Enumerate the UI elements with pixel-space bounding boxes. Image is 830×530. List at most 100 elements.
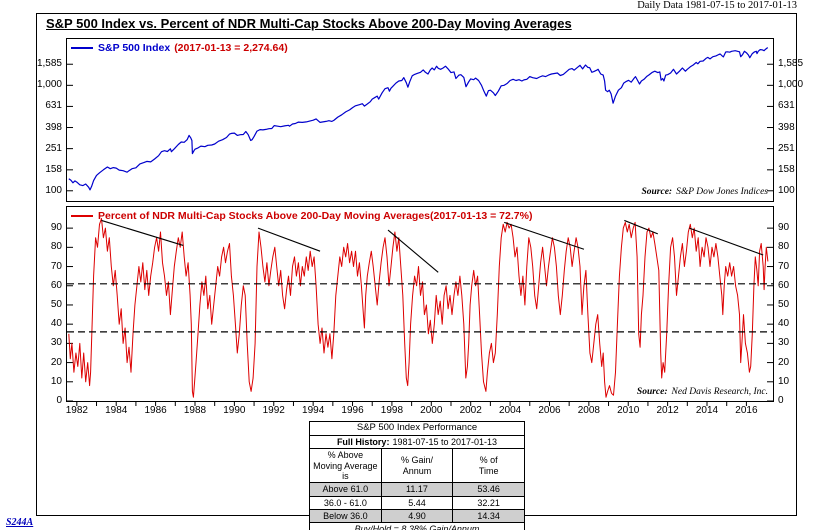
table-history-row: Full History: 1981-07-15 to 2017-01-13: [309, 434, 525, 450]
percent-source-prefix: Source:: [636, 387, 668, 397]
table-full-history-label: Full History:: [336, 436, 390, 447]
percent-legend-value: (2017-01-13 = 72.7%): [430, 210, 533, 222]
axis-tick-label: 1,000: [36, 79, 62, 91]
percent-source: Source: Ned Davis Research, Inc.: [637, 387, 768, 397]
sp500-legend: S&P 500 Index (2017-01-13 = 2,274.64): [71, 42, 288, 54]
x-axis-year-label: 1986: [144, 405, 167, 416]
sp500-y-axis-left: 100 158 251 398 631 1,000 1,585: [0, 39, 62, 201]
daily-data-range-label: Daily Data 1981-07-15 to 2017-01-13: [637, 0, 797, 11]
axis-tick-label: 60: [50, 279, 62, 291]
axis-tick-label: 20: [50, 356, 62, 368]
axis-tick-label: 20: [778, 356, 790, 368]
performance-table: S&P 500 Index Performance Full History: 1…: [309, 421, 525, 530]
axis-tick-label: 0: [778, 395, 784, 406]
axis-tick-label: 631: [45, 100, 62, 112]
row-above-time: 53.46: [452, 482, 525, 497]
axis-tick-label: 50: [778, 298, 790, 310]
sp500-panel: [66, 38, 774, 202]
sp500-source-prefix: Source:: [641, 187, 673, 197]
sp500-plot: [67, 47, 773, 192]
row-middle-label: 36.0 - 61.0: [309, 495, 382, 510]
x-axis-year-label: 2014: [695, 405, 719, 416]
axis-tick-label: 40: [778, 318, 790, 330]
percent-legend-label: Percent of NDR Multi-Cap Stocks Above 20…: [98, 210, 430, 222]
table-footer-row: Buy/Hold = 8.38% Gain/Annum: [309, 522, 525, 530]
percent-above-ma-panel: [66, 206, 774, 402]
axis-tick-label: 0: [56, 395, 62, 406]
table-header-row: % Above Moving Average is % Gain/ Annum …: [309, 448, 525, 484]
x-axis-year-label: 1992: [262, 405, 285, 416]
percent-legend-line-sample: [71, 215, 93, 217]
axis-tick-label: 90: [778, 222, 790, 234]
axis-tick-label: 631: [778, 100, 795, 112]
row-above-label: Above 61.0: [309, 482, 382, 497]
percent-above-ma-plot: [67, 218, 773, 401]
axis-tick-label: 158: [778, 163, 795, 175]
x-axis-year-label: 2008: [577, 405, 600, 416]
axis-tick-label: 100: [45, 184, 62, 196]
axis-tick-label: 70: [50, 260, 62, 272]
axis-tick-label: 251: [45, 142, 62, 154]
row-below-gain: 4.90: [380, 508, 454, 524]
sp500-legend-label: S&P 500 Index: [98, 42, 171, 54]
axis-tick-label: 398: [778, 121, 795, 133]
x-axis-year-label: 1984: [105, 405, 128, 416]
axis-tick-label: 398: [45, 121, 62, 133]
axis-tick-label: 251: [778, 142, 795, 154]
x-axis-year-label: 2012: [656, 405, 679, 416]
axis-tick-label: 1,585: [36, 58, 62, 70]
percent-y-axis-right: 90 80 70 60 50 40 30 20 10 0: [778, 207, 822, 406]
axis-tick-label: 10: [778, 375, 790, 387]
axis-tick-label: 30: [50, 337, 62, 349]
x-axis-year-label: 2016: [735, 405, 758, 416]
x-axis-labels: 1982 1984 1986 1988 1990 1992 1994 1996 1998 2000…: [66, 405, 772, 418]
x-axis-year-label: 2010: [617, 405, 640, 416]
x-axis-year-label: 2004: [498, 405, 522, 416]
row-middle-time: 32.21: [452, 495, 525, 510]
table-footer: Buy/Hold = 8.38% Gain/Annum: [309, 522, 525, 530]
row-below-label: Below 36.0: [309, 508, 382, 524]
row-below-time: 14.34: [452, 508, 525, 524]
axis-tick-label: 50: [50, 298, 62, 310]
axis-tick-label: 80: [778, 241, 790, 253]
table-title-row: S&P 500 Index Performance: [309, 421, 525, 436]
x-axis-year-label: 2002: [459, 405, 482, 416]
sp500-y-axis-right: 100 158 251 398 631 1,000 1,585: [778, 39, 822, 201]
x-axis-year-label: 1982: [65, 405, 88, 416]
sp500-legend-value: (2017-01-13 = 2,274.64): [174, 42, 288, 54]
x-axis-year-label: 1996: [341, 405, 364, 416]
table-col2-header: % Gain/ Annum: [380, 448, 454, 484]
x-axis-year-label: 1990: [223, 405, 246, 416]
axis-tick-label: 10: [50, 375, 62, 387]
table-row-above: Above 61.0 11.17 53.46: [309, 482, 525, 497]
axis-tick-label: 30: [778, 337, 790, 349]
axis-tick-label: 100: [778, 184, 795, 196]
axis-tick-label: 1,585: [778, 58, 804, 70]
axis-tick-label: 60: [778, 279, 790, 291]
x-axis-year-label: 2006: [538, 405, 561, 416]
x-axis-ticks: [76, 402, 747, 406]
row-middle-gain: 5.44: [380, 495, 454, 510]
percent-y-axis-left: 90 80 70 60 50 40 30 20 10 0: [0, 207, 62, 406]
x-axis-year-label: 2000: [420, 405, 443, 416]
table-col1-header: % Above Moving Average is: [309, 448, 382, 484]
axis-tick-label: 40: [50, 318, 62, 330]
chart-title: S&P 500 Index vs. Percent of NDR Multi-C…: [46, 16, 572, 31]
sp500-source-text: S&P Dow Jones Indices: [676, 187, 768, 197]
axis-tick-label: 90: [50, 222, 62, 234]
axis-tick-label: 1,000: [778, 79, 804, 91]
axis-tick-label: 70: [778, 260, 790, 272]
row-above-gain: 11.17: [380, 482, 454, 497]
x-axis-year-label: 1994: [302, 405, 325, 416]
percent-source-text: Ned Davis Research, Inc.: [671, 387, 768, 397]
sp500-source: Source: S&P Dow Jones Indices: [641, 187, 768, 197]
table-row-below: Below 36.0 4.90 14.34: [309, 508, 525, 524]
table-full-history-value: 1981-07-15 to 2017-01-13: [392, 436, 498, 447]
table-col3-header: % of Time: [452, 448, 525, 484]
chart-id-label: S244A: [6, 517, 34, 528]
table-row-middle: 36.0 - 61.0 5.44 32.21: [309, 495, 525, 510]
x-axis-year-label: 1998: [380, 405, 404, 416]
sp500-legend-line-sample: [71, 47, 93, 49]
x-axis-year-label: 1988: [183, 405, 207, 416]
